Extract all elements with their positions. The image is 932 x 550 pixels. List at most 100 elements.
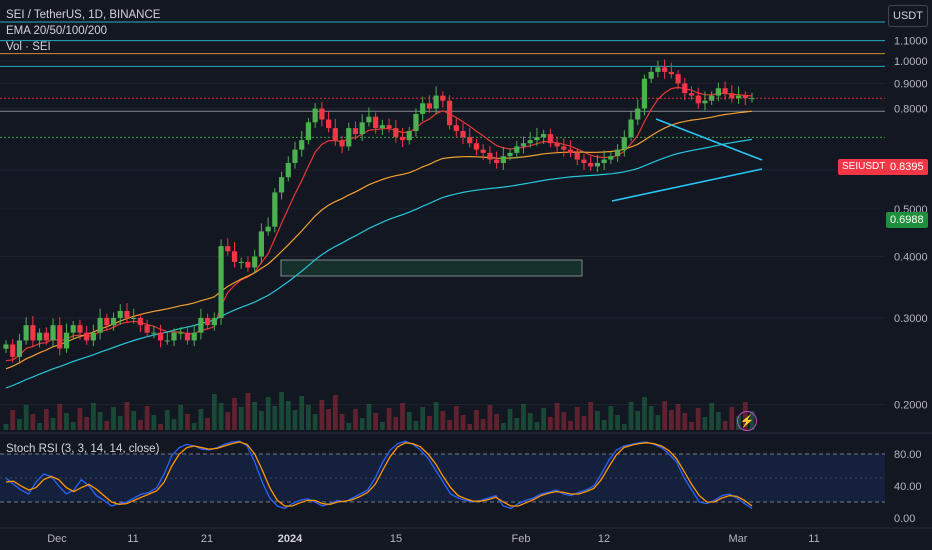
candle [252,256,258,268]
candle [420,103,426,114]
candle [440,95,446,101]
candle [238,261,244,263]
volume-bar [164,410,170,430]
volume-bar [413,421,419,430]
candle [735,95,742,99]
candle [144,325,150,333]
volume-bar [151,415,157,430]
volume-bar [379,422,385,430]
triangle-pattern [611,118,763,202]
volume-bar [655,415,661,430]
candle [97,317,103,333]
volume-bar [494,414,500,430]
volume-bar [574,407,580,430]
candle [57,325,63,349]
rsi-tick-label: 0.00 [894,513,915,525]
volume-bar [689,422,694,430]
candle [63,332,70,349]
volume-bar [487,405,493,430]
volume-bar [695,408,701,430]
volume-bar [97,412,103,430]
candles [3,59,755,364]
candle [84,332,90,341]
candle [641,78,648,109]
volume-bar [588,402,594,430]
candle [272,192,278,227]
support-zone [280,259,583,277]
candle [359,122,365,135]
candle [433,95,439,109]
time-tick-label: 12 [598,533,610,545]
volume-bar [453,406,459,430]
candle [171,332,177,341]
candle [164,340,170,342]
ema-lines [5,86,753,389]
volume-bar [648,406,654,430]
rsi-tick-label: 40.00 [894,481,922,493]
volume-bar [279,392,284,430]
time-tick-label: Dec [47,533,67,545]
candle [393,128,399,138]
volume-bar [111,407,116,430]
candle [648,71,654,79]
volume-bar [460,415,466,430]
candle [628,119,634,138]
volume-bar [702,417,708,430]
candle [729,93,735,99]
candle [715,88,721,96]
candle [37,332,43,341]
volume-bar [191,423,197,430]
candle [574,152,580,160]
candle [373,116,379,129]
candle [265,226,271,232]
candle [10,344,16,357]
candle [487,152,493,160]
volume-bar [722,421,728,430]
volume-bar [252,402,258,430]
currency-button[interactable]: USDT [888,5,928,27]
rsi-axis: 80.00 40.00 0.00 [894,449,922,525]
volume-bar [84,417,90,430]
volume-bar [171,419,177,430]
volume-bar [90,403,96,430]
candle [655,67,661,72]
candle [218,246,224,318]
candle [614,149,621,157]
volume-bar [50,418,56,430]
horizontal-levels [0,21,885,138]
volume-bar [245,393,251,430]
symbol-badge: SEIUSDT [838,159,890,175]
candle [305,122,312,141]
volume-bar [608,406,614,430]
candle [467,137,473,144]
candle [157,332,164,341]
volume-bar [299,396,305,430]
volume-bar [332,395,338,430]
candle [292,149,298,163]
chart-title: SEI / TetherUS, 1D, BINANCE [6,9,161,21]
stoch-rsi-line [5,441,753,507]
volume-bar [178,405,184,430]
volume-bar [265,397,271,430]
volume-bar [507,409,513,430]
lightning-icon[interactable]: ⚡ [737,411,757,431]
candle [406,131,412,141]
candle [688,93,695,96]
candle [366,116,372,123]
volume-bar [64,413,69,430]
volume-bar [292,410,298,430]
volume-bar [480,419,486,430]
volume-legend: Vol · SEI [6,41,51,53]
volume-bar [467,424,473,430]
stoch-rsi-legend: Stoch RSI (3, 3, 14, 14, close) [6,443,160,455]
rsi-band [0,454,885,502]
volume-bar [30,414,36,430]
volume-bar [386,408,392,430]
price-tick-label: 1.0000 [894,56,928,68]
candle [426,103,433,109]
time-tick-label: Mar [729,533,748,545]
volume-bar [373,413,379,430]
volume-bar [440,411,446,430]
candle [352,128,359,135]
candle [205,317,211,326]
